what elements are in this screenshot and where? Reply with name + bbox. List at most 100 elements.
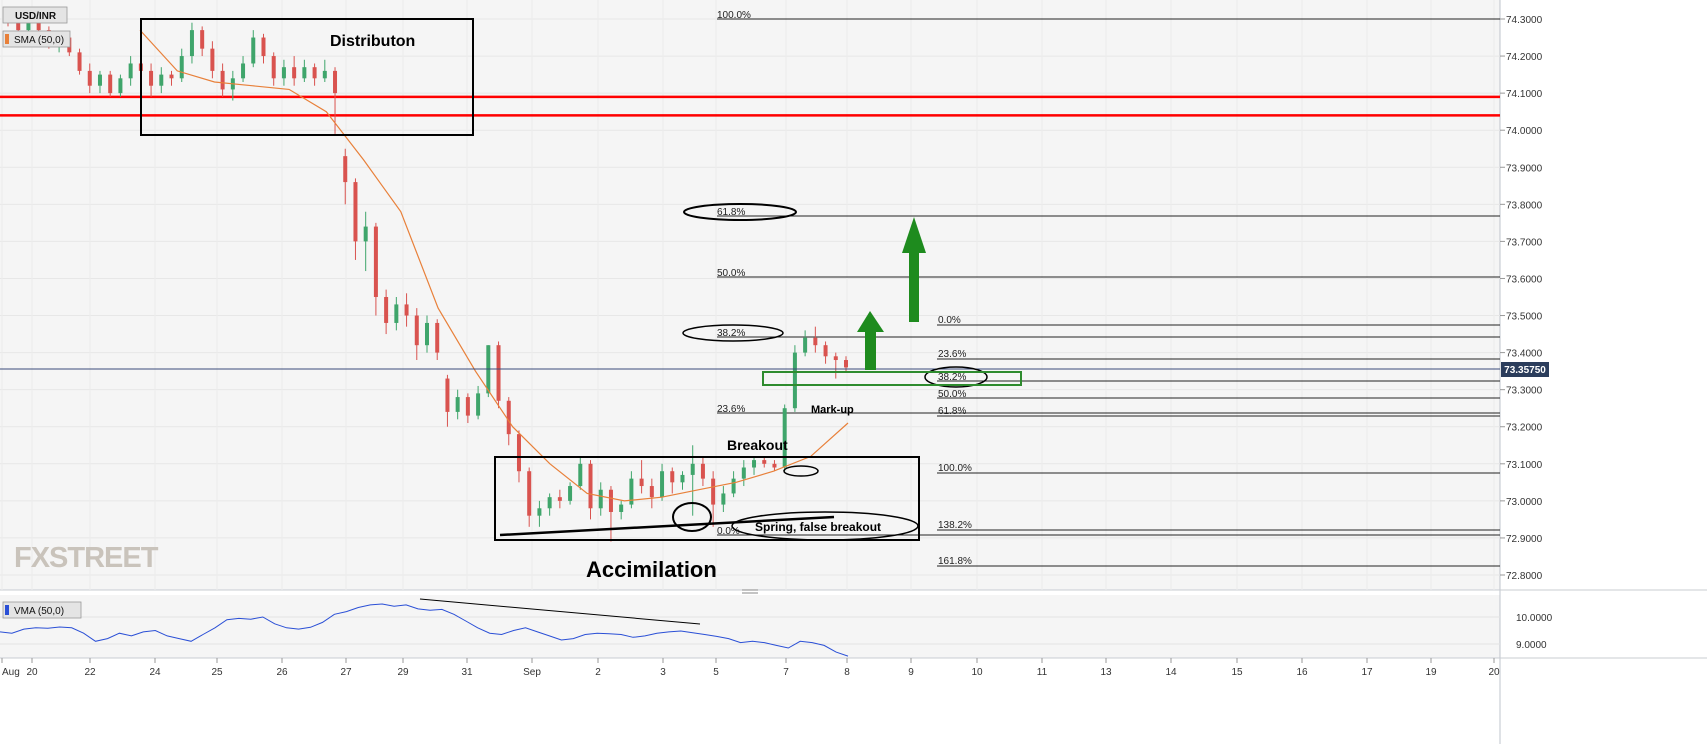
candle-body[interactable] <box>220 70 225 90</box>
candle-body[interactable] <box>516 434 521 472</box>
candle-body[interactable] <box>414 315 419 346</box>
support-zone-box[interactable] <box>762 371 1022 386</box>
candle-body[interactable] <box>568 486 573 501</box>
candle-body[interactable] <box>128 63 133 79</box>
distribution-label: Distributon <box>330 33 415 50</box>
candle-body[interactable] <box>394 304 399 323</box>
resistance-lines[interactable] <box>0 95 1500 117</box>
candle-body[interactable] <box>752 460 757 468</box>
candle-body[interactable] <box>527 471 532 516</box>
price-tick-label: 72.9000 <box>1506 534 1543 545</box>
vma-pane[interactable] <box>0 595 1500 658</box>
candle-body[interactable] <box>619 504 624 512</box>
candle-body[interactable] <box>322 70 327 79</box>
candle-body[interactable] <box>302 67 307 79</box>
candle-body[interactable] <box>312 67 317 79</box>
candle-body[interactable] <box>772 463 777 468</box>
candle-body[interactable] <box>721 493 726 505</box>
candle-body[interactable] <box>608 489 613 512</box>
candle-body[interactable] <box>179 56 184 79</box>
candle-body[interactable] <box>639 478 644 487</box>
candle-body[interactable] <box>363 226 368 242</box>
candle-body[interactable] <box>26 22 31 31</box>
candle-body[interactable] <box>241 63 246 79</box>
candle-body[interactable] <box>588 463 593 509</box>
candle-body[interactable] <box>353 182 358 242</box>
candle-body[interactable] <box>169 74 174 79</box>
candle-body[interactable] <box>251 37 256 64</box>
candle-body[interactable] <box>108 74 113 94</box>
candle-body[interactable] <box>557 497 562 501</box>
candle-body[interactable] <box>149 70 154 86</box>
vma-color-swatch <box>5 605 9 615</box>
price-tick-label: 74.1000 <box>1506 89 1543 100</box>
candle-body[interactable] <box>445 378 450 412</box>
pane-resize-handle[interactable] <box>742 589 758 594</box>
candle-body[interactable] <box>690 463 695 475</box>
candle-body[interactable] <box>506 400 511 435</box>
candle-body[interactable] <box>159 74 164 86</box>
candle-body[interactable] <box>118 78 123 94</box>
candle-body[interactable] <box>680 474 685 483</box>
candle-body[interactable] <box>210 48 215 71</box>
sma-badge[interactable]: SMA (50,0) <box>2 30 71 48</box>
candle-body[interactable] <box>537 508 542 516</box>
candle-body[interactable] <box>455 397 460 412</box>
candle-body[interactable] <box>189 30 194 57</box>
accumulation-box[interactable] <box>494 456 920 541</box>
candle-body[interactable] <box>782 408 787 468</box>
large-up-arrow <box>902 217 926 322</box>
candle-body[interactable] <box>465 397 470 416</box>
candle-body[interactable] <box>384 297 389 323</box>
candle-body[interactable] <box>700 463 705 479</box>
candle-body[interactable] <box>547 497 552 509</box>
candle-body[interactable] <box>578 463 583 487</box>
candle-body[interactable] <box>373 226 378 297</box>
candle-body[interactable] <box>200 30 205 49</box>
candle-body[interactable] <box>281 67 286 79</box>
candle-body[interactable] <box>833 356 838 361</box>
vma-gridlines <box>0 616 1500 645</box>
candle-body[interactable] <box>792 352 797 409</box>
candle-body[interactable] <box>741 467 746 479</box>
candlestick-series[interactable] <box>6 11 848 542</box>
candle-body[interactable] <box>343 156 348 183</box>
fib-major-label: 50.0% <box>717 268 745 279</box>
candle-body[interactable] <box>404 304 409 316</box>
candle-body[interactable] <box>476 393 481 416</box>
candle-body[interactable] <box>813 337 818 346</box>
candle-body[interactable] <box>823 345 828 357</box>
candle-body[interactable] <box>629 478 634 505</box>
price-tick-label: 73.8000 <box>1506 200 1543 211</box>
candle-body[interactable] <box>77 52 82 71</box>
candle-body[interactable] <box>670 471 675 483</box>
candle-body[interactable] <box>97 74 102 86</box>
candle-body[interactable] <box>87 70 92 86</box>
candle-body[interactable] <box>16 19 21 31</box>
candle-body[interactable] <box>425 322 429 346</box>
symbol-badge[interactable]: USD/INR <box>2 6 68 24</box>
candle-body[interactable] <box>731 478 736 494</box>
candle-body[interactable] <box>803 337 808 353</box>
main-pane[interactable] <box>0 0 1500 590</box>
sma-line[interactable] <box>139 29 849 502</box>
candle-body[interactable] <box>261 37 266 57</box>
vma-badge[interactable]: VMA (50,0) <box>2 601 82 619</box>
candle-body[interactable] <box>598 489 603 509</box>
candle-body[interactable] <box>271 56 276 79</box>
time-tick-label: 2 <box>595 667 601 678</box>
distribution-box[interactable] <box>140 18 474 136</box>
candle-body[interactable] <box>36 22 41 31</box>
candle-body[interactable] <box>660 471 665 498</box>
candle-body[interactable] <box>762 460 767 464</box>
candle-body[interactable] <box>649 486 654 498</box>
candle-body[interactable] <box>292 67 297 79</box>
candle-body[interactable] <box>496 345 501 401</box>
candle-body[interactable] <box>711 478 716 505</box>
price-tick-label: 73.3000 <box>1506 386 1543 397</box>
vma-line[interactable] <box>0 603 849 657</box>
candle-body[interactable] <box>844 360 848 368</box>
candle-body[interactable] <box>333 70 338 94</box>
candle-body[interactable] <box>435 322 440 353</box>
